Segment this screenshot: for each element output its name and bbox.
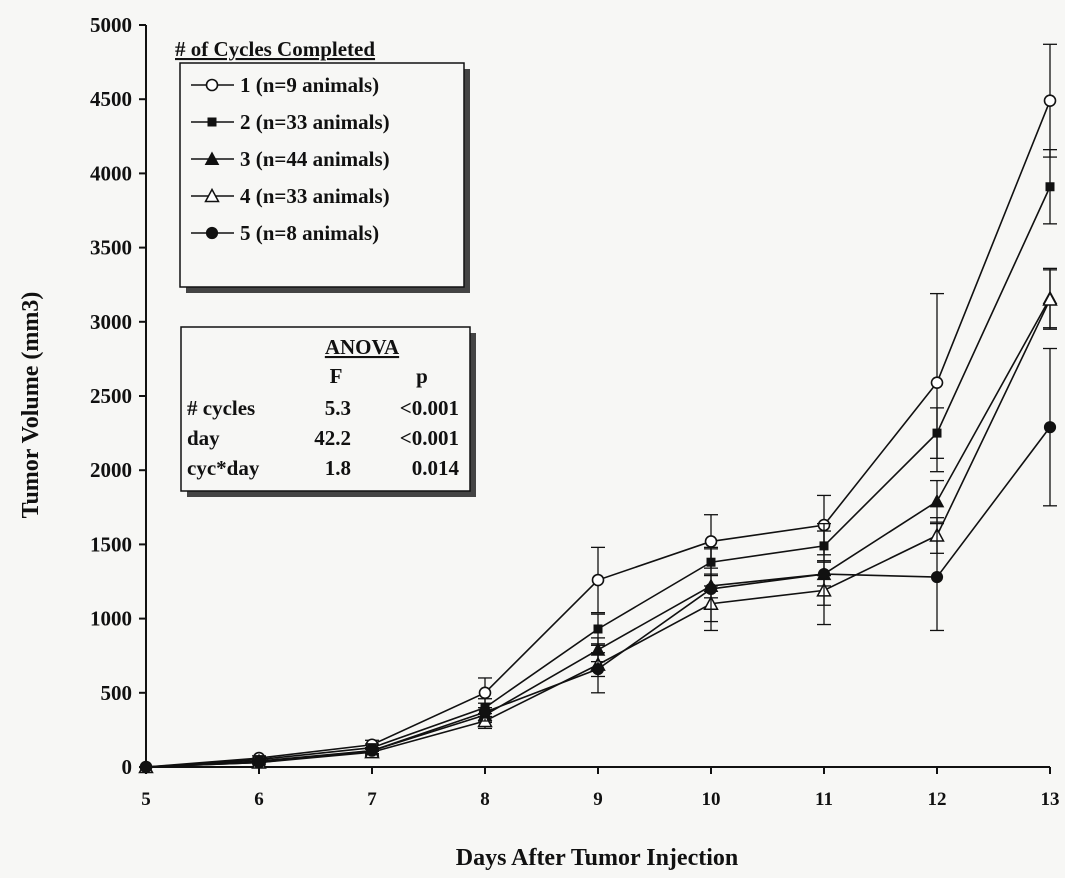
legend-label: 2 (n=33 animals) — [240, 110, 390, 134]
legend-marker — [207, 117, 217, 127]
y-tick-label: 2500 — [90, 384, 132, 408]
legend-item: 5 (n=8 animals) — [191, 221, 379, 245]
y-tick-label: 2000 — [90, 458, 132, 482]
x-tick-label: 8 — [480, 789, 490, 810]
legend-item: 2 (n=33 animals) — [191, 110, 390, 134]
anova-frame — [180, 326, 471, 492]
data-point — [591, 573, 605, 587]
anova-p-value: <0.001 — [400, 396, 459, 420]
y-tick-label: 4500 — [90, 87, 132, 111]
data-point — [1042, 291, 1058, 306]
data-point — [593, 624, 603, 634]
anova-title: ANOVA — [325, 335, 400, 359]
data-point — [1043, 421, 1057, 434]
data-point — [929, 493, 945, 508]
legend-marker — [204, 151, 220, 165]
y-tick-label: 4000 — [90, 161, 132, 185]
data-point — [139, 760, 153, 774]
series-5 — [139, 347, 1057, 774]
anova-p-value: <0.001 — [400, 426, 459, 450]
data-point — [930, 376, 944, 389]
data-point — [932, 428, 942, 438]
data-point — [478, 705, 492, 719]
legend-item: 4 (n=33 animals) — [191, 184, 390, 208]
data-point — [1045, 182, 1055, 192]
legend-marker — [205, 78, 219, 92]
legend-label: 1 (n=9 animals) — [240, 73, 379, 97]
x-tick-label: 12 — [928, 789, 947, 810]
x-tick-label: 11 — [815, 789, 833, 810]
y-tick-label: 3000 — [90, 310, 132, 334]
legend-title: # of Cycles Completed — [175, 37, 375, 61]
y-tick-label: 1000 — [90, 607, 132, 631]
y-tick-label: 3500 — [90, 236, 132, 260]
x-tick-label: 9 — [593, 789, 603, 810]
anova-f-value: 42.2 — [314, 426, 351, 450]
anova-row-label: cyc*day — [187, 456, 260, 480]
y-tick-label: 0 — [122, 755, 133, 779]
x-tick-label: 5 — [141, 789, 151, 810]
anova-p-value: 0.014 — [412, 456, 460, 480]
data-point — [252, 756, 266, 769]
legend-marker — [204, 187, 220, 203]
anova-col-p: p — [416, 364, 428, 388]
anova-row-label: day — [187, 426, 220, 450]
legend-item: 3 (n=44 animals) — [191, 147, 390, 171]
data-point — [930, 570, 944, 584]
legend: # of Cycles Completed 1 (n=9 animals) 2 (n… — [175, 37, 470, 293]
x-tick-label: 10 — [702, 789, 721, 810]
x-tick-label: 7 — [367, 789, 377, 810]
legend-label: 4 (n=33 animals) — [240, 184, 390, 208]
data-point — [1043, 94, 1057, 107]
y-tick-label: 500 — [101, 681, 133, 705]
data-point — [817, 567, 831, 581]
x-axis-label: Days After Tumor Injection — [456, 845, 738, 871]
anova-f-value: 5.3 — [325, 396, 351, 420]
data-point — [591, 662, 605, 676]
data-point — [365, 744, 379, 757]
legend-marker — [205, 226, 219, 240]
y-axis-label: Tumor Volume (mm3) — [18, 292, 44, 519]
anova-box: ANOVA F p # cycles 5.3 <0.001 day 42.2 <0.001 cyc… — [180, 326, 476, 497]
y-tick-label: 1500 — [90, 532, 132, 556]
anova-col-f: F — [330, 364, 343, 388]
anova-f-value: 1.8 — [325, 456, 351, 480]
legend-item: 1 (n=9 animals) — [191, 73, 379, 97]
x-tick-label: 13 — [1041, 789, 1060, 810]
data-point — [478, 686, 492, 700]
data-point — [704, 535, 718, 548]
anova-row-label: # cycles — [187, 396, 255, 420]
legend-label: 5 (n=8 animals) — [240, 221, 379, 245]
x-tick-label: 6 — [254, 789, 264, 810]
y-tick-label: 5000 — [90, 13, 132, 37]
legend-box — [179, 62, 465, 288]
legend-label: 3 (n=44 animals) — [240, 147, 390, 171]
data-point — [704, 582, 718, 596]
